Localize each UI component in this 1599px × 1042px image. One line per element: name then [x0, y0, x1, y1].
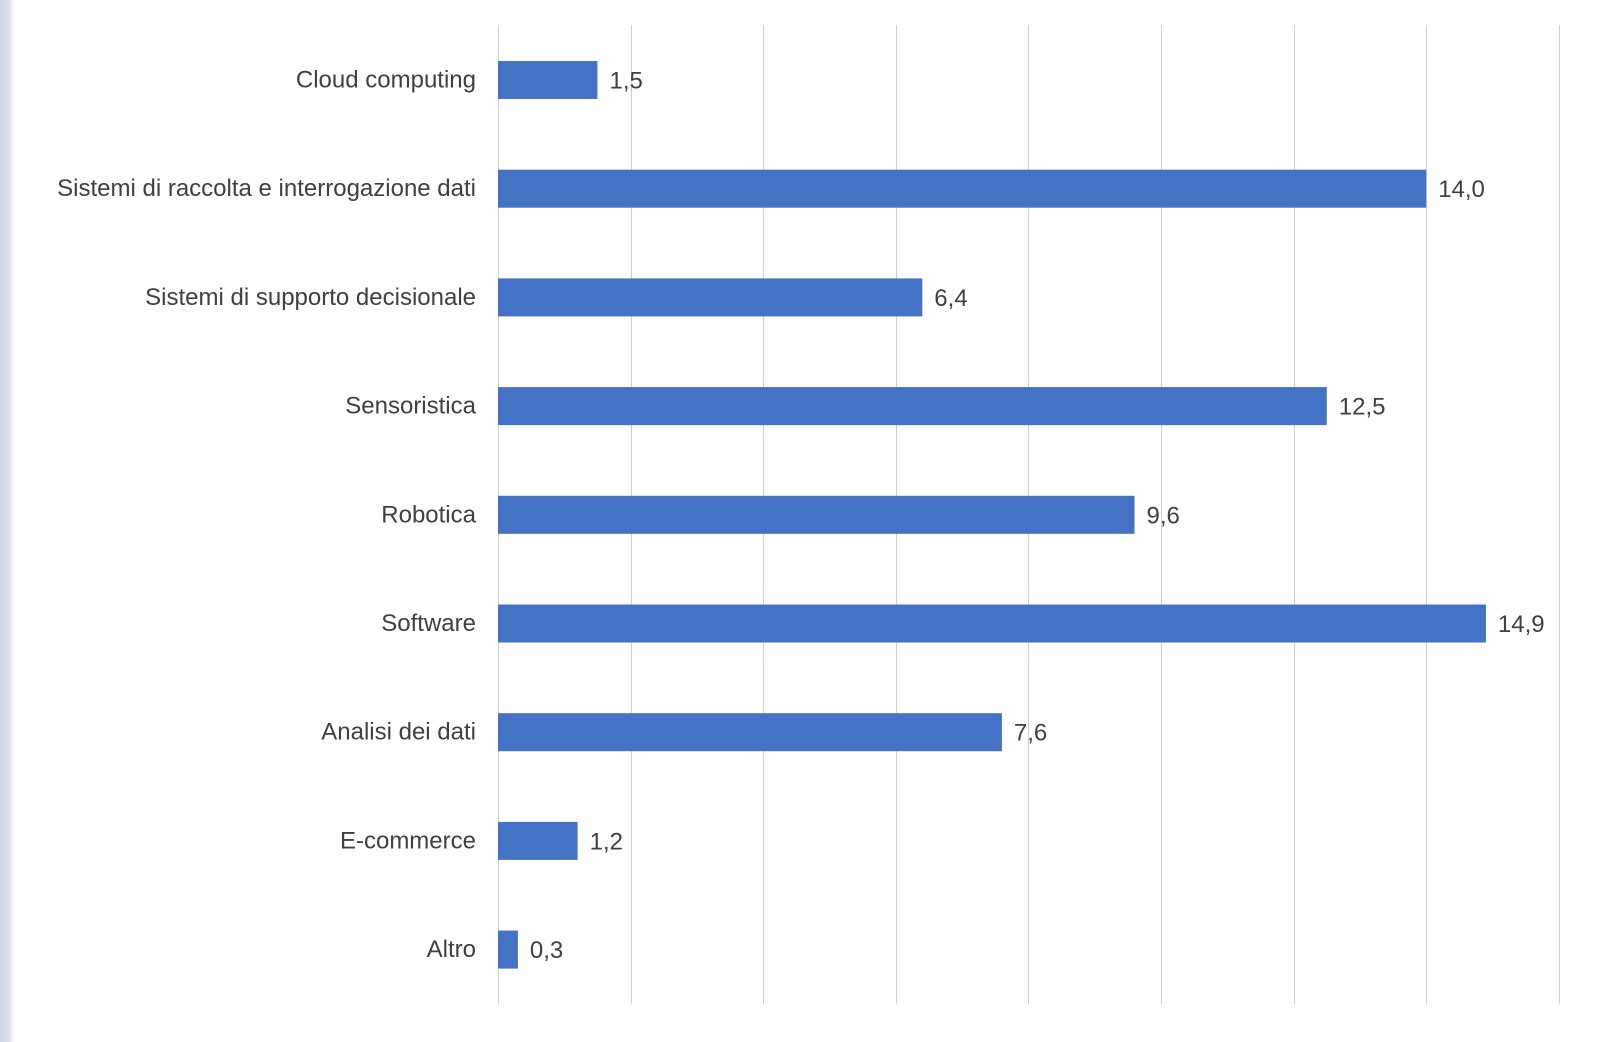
category-label: Sistemi di raccolta e interrogazione dat… [57, 175, 476, 202]
category-label: Altro [427, 936, 476, 963]
data-label: 14,9 [1498, 611, 1545, 638]
data-label: 1,5 [610, 68, 643, 95]
bar-5 [498, 604, 1486, 643]
category-label: Software [381, 610, 476, 637]
bar-6 [498, 713, 1002, 752]
bar-2 [498, 278, 923, 317]
category-label: Robotica [381, 501, 476, 528]
data-label: 0,3 [530, 937, 563, 964]
bar-0 [498, 61, 598, 99]
category-labels: Cloud computing Sistemi di raccolta e int… [57, 67, 477, 964]
bar-8 [498, 930, 518, 969]
data-label: 12,5 [1339, 394, 1386, 421]
category-label: Sensoristica [345, 393, 476, 420]
category-label: Cloud computing [296, 67, 476, 94]
bar-3 [498, 387, 1327, 426]
data-label: 7,6 [1014, 720, 1047, 747]
data-labels: 1,5 14,0 6,4 12,5 9,6 14,9 7,6 1,2 0,3 [530, 68, 1545, 965]
bars [498, 61, 1486, 969]
bar-1 [498, 169, 1427, 208]
data-label: 9,6 [1147, 502, 1180, 529]
category-label: Analisi dei dati [321, 719, 476, 746]
category-label: E-commerce [340, 827, 476, 854]
bar-7 [498, 821, 578, 860]
data-label: 14,0 [1438, 176, 1485, 203]
data-label: 1,2 [590, 828, 623, 855]
data-label: 6,4 [934, 285, 967, 312]
category-label: Sistemi di supporto decisionale [145, 284, 476, 311]
bar-4 [498, 495, 1135, 534]
